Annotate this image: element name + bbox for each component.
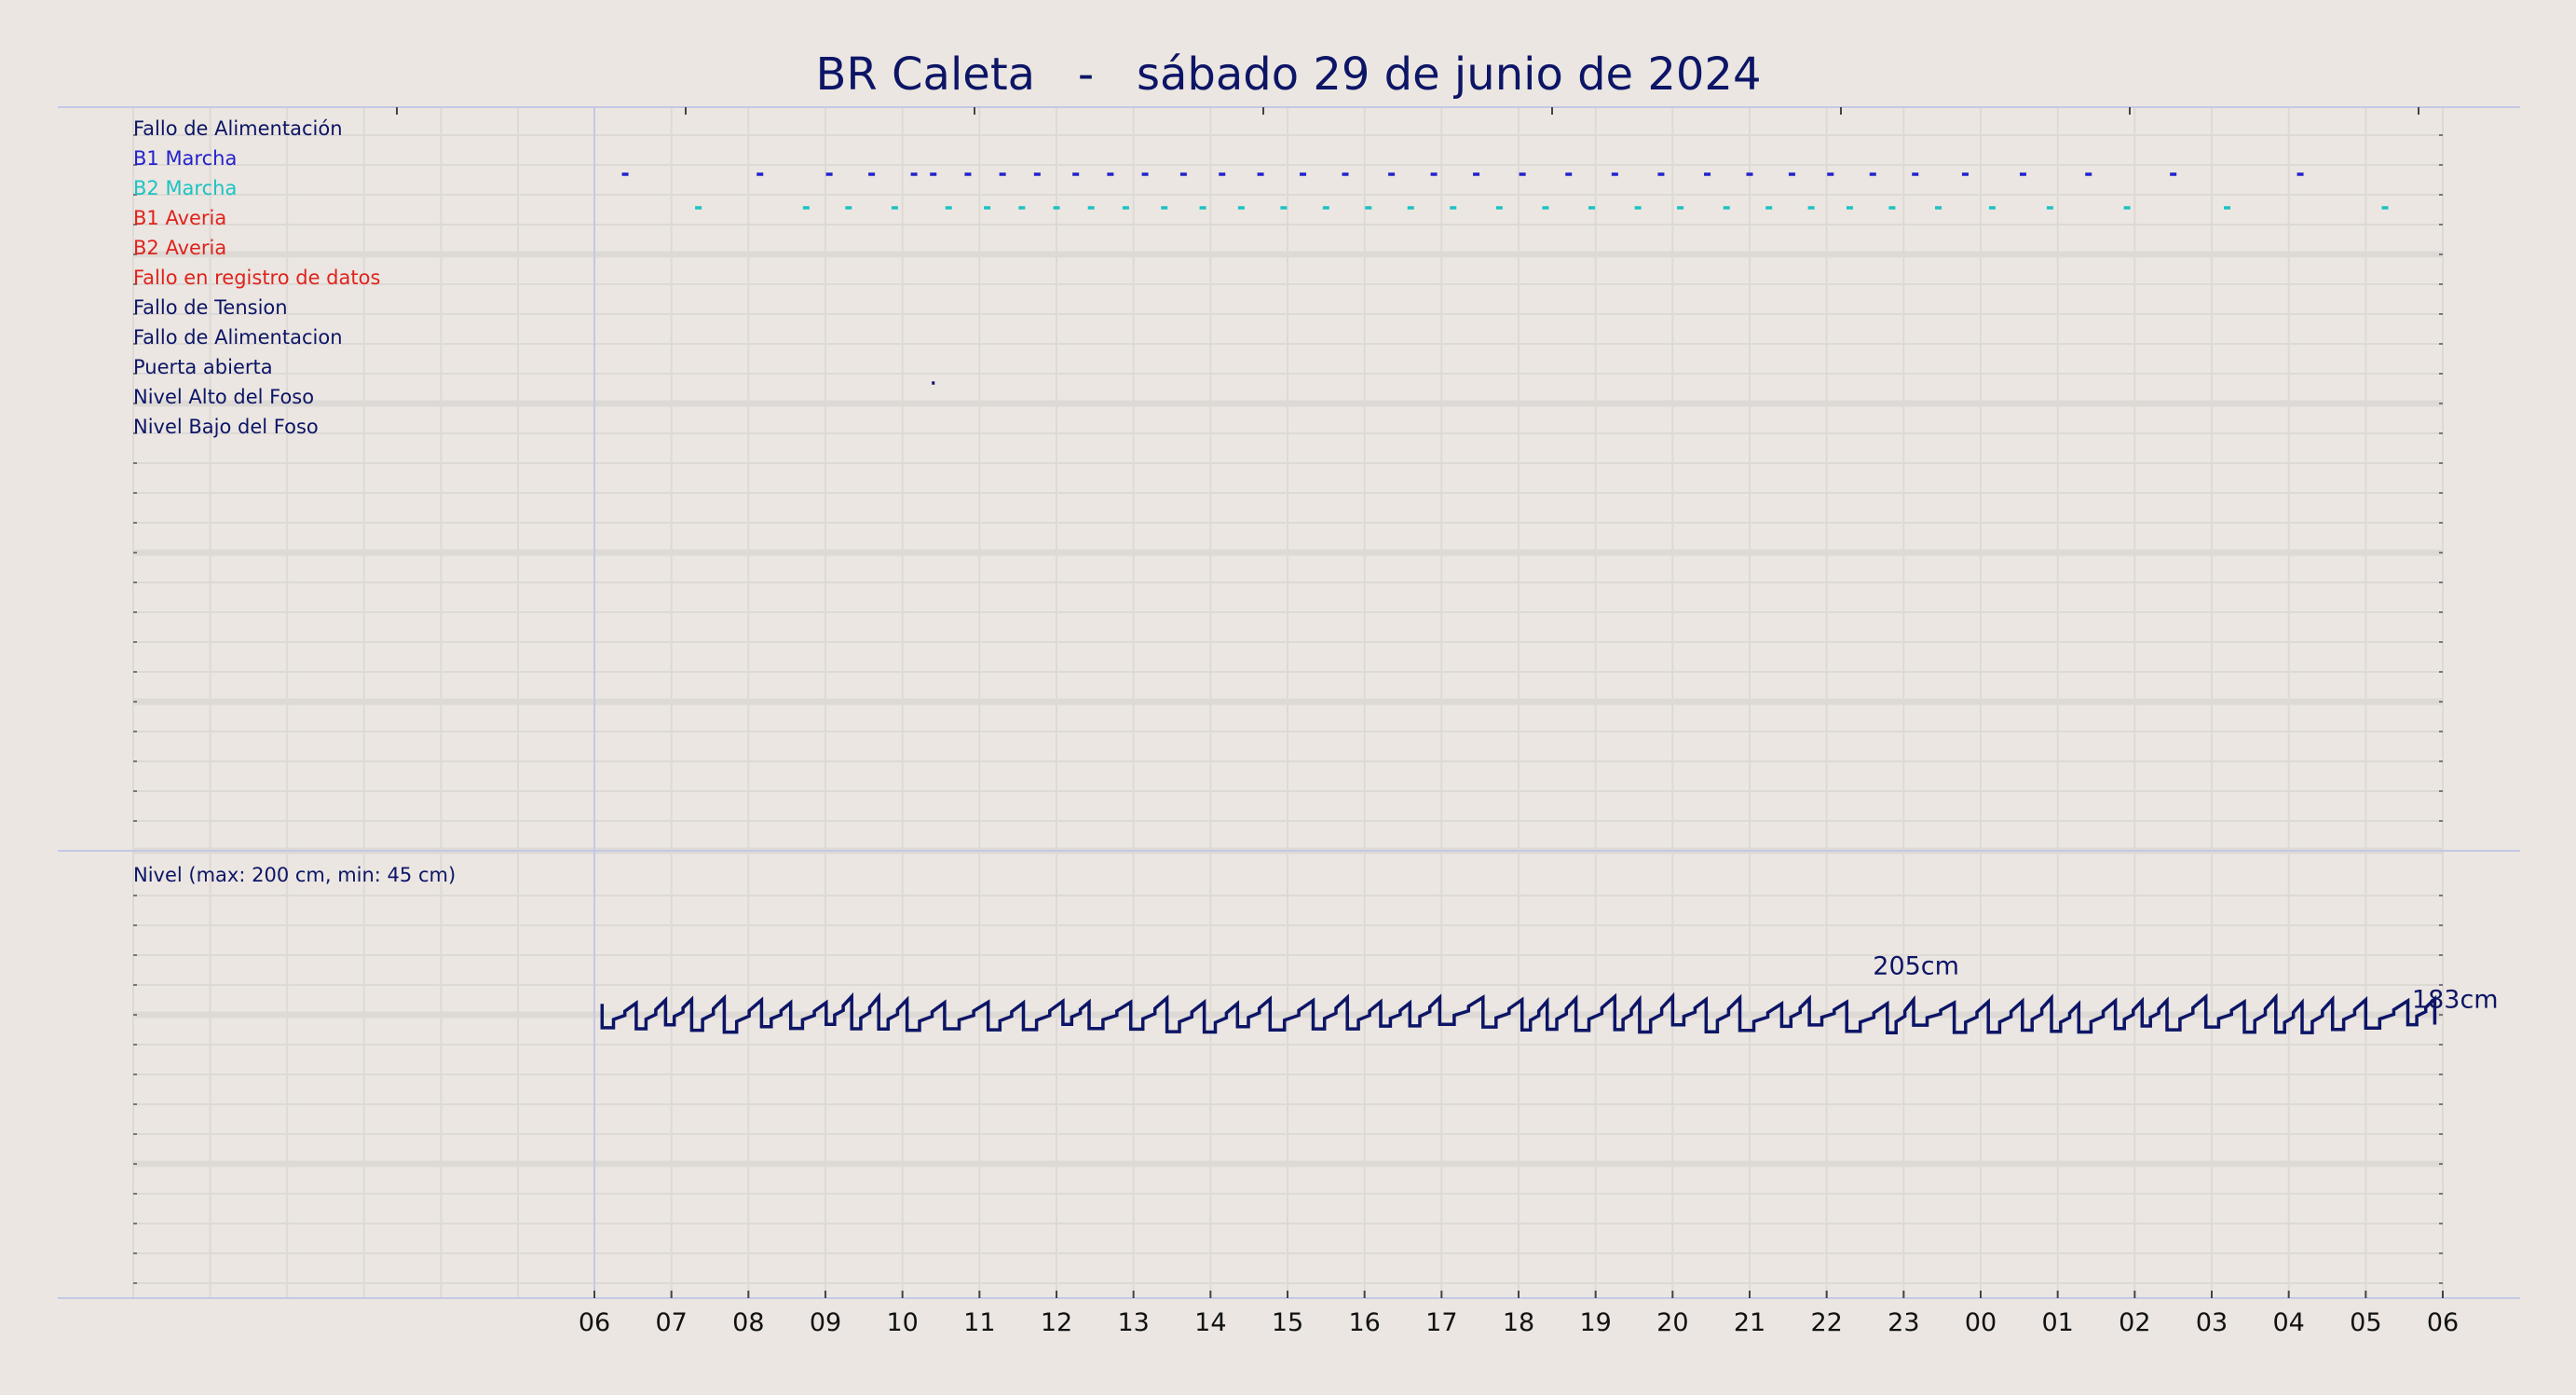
x-tick-label: 03	[2196, 1308, 2228, 1337]
alarm-row-label: Puerta abierta	[133, 356, 273, 378]
x-tick-label: 06	[2427, 1308, 2459, 1337]
x-tick-label: 18	[1503, 1308, 1534, 1337]
x-tick-label: 23	[1888, 1308, 1919, 1337]
x-tick-label: 17	[1425, 1308, 1457, 1337]
x-tick-label: 12	[1041, 1308, 1072, 1337]
alarm-row-label: Nivel Bajo del Foso	[133, 416, 319, 438]
x-axis-ticks: 06 07 08 09 10 11 12 13 14 15 16 17 18 19 20 21 22 23 00 01…	[579, 1291, 2459, 1337]
x-tick-label: 13	[1117, 1308, 1149, 1337]
x-tick-label: 04	[2272, 1308, 2304, 1337]
level-panel-title: Nivel (max: 200 cm, min: 45 cm)	[133, 864, 456, 886]
x-tick-label: 14	[1194, 1308, 1226, 1337]
alarm-row-label: B1 Averia	[133, 207, 226, 229]
panel-frames	[58, 106, 2520, 1299]
alarm-row-label: B1 Marcha	[133, 147, 237, 170]
chart-title: BR Caleta - sábado 29 de junio de 2024	[816, 48, 1762, 101]
alarm-row-label: Fallo de Alimentación	[133, 117, 343, 140]
x-tick-label: 06	[579, 1308, 610, 1337]
alarm-row-label: Fallo de Tension	[133, 296, 288, 319]
alarm-row-label: Fallo en registro de datos	[133, 267, 380, 289]
alarm-row-label: B2 Averia	[133, 237, 226, 259]
alarm-row-label: Nivel Alto del Foso	[133, 386, 314, 408]
x-tick-label: 09	[810, 1308, 841, 1337]
level-series-line	[600, 992, 2437, 1034]
x-tick-label: 21	[1734, 1308, 1765, 1337]
x-tick-label: 22	[1810, 1308, 1842, 1337]
x-tick-label: 20	[1656, 1308, 1688, 1337]
x-tick-label: 15	[1272, 1308, 1303, 1337]
x-tick-label: 02	[2119, 1308, 2150, 1337]
x-tick-label: 08	[732, 1308, 764, 1337]
x-tick-label: 16	[1348, 1308, 1380, 1337]
grid-layer	[132, 107, 2444, 1298]
level-annotation: 183cm	[2412, 986, 2499, 1015]
alarm-row-labels: Fallo de Alimentación B1 Marcha B2 Marcha B…	[133, 117, 380, 438]
x-tick-label: 19	[1579, 1308, 1611, 1337]
x-tick-label: 00	[1965, 1308, 1997, 1337]
alarm-events	[621, 172, 2389, 385]
x-tick-label: 01	[2041, 1308, 2073, 1337]
alarm-row-label: B2 Marcha	[133, 177, 237, 199]
level-annotation: 205cm	[1873, 952, 1959, 981]
alarm-row-label: Fallo de Alimentacion	[133, 326, 343, 349]
level-annotations: 205cm 183cm	[1873, 952, 2498, 1015]
x-tick-label: 11	[963, 1308, 995, 1337]
x-tick-label: 10	[886, 1308, 918, 1337]
x-tick-label: 05	[2350, 1308, 2381, 1337]
x-tick-label: 07	[655, 1308, 687, 1337]
